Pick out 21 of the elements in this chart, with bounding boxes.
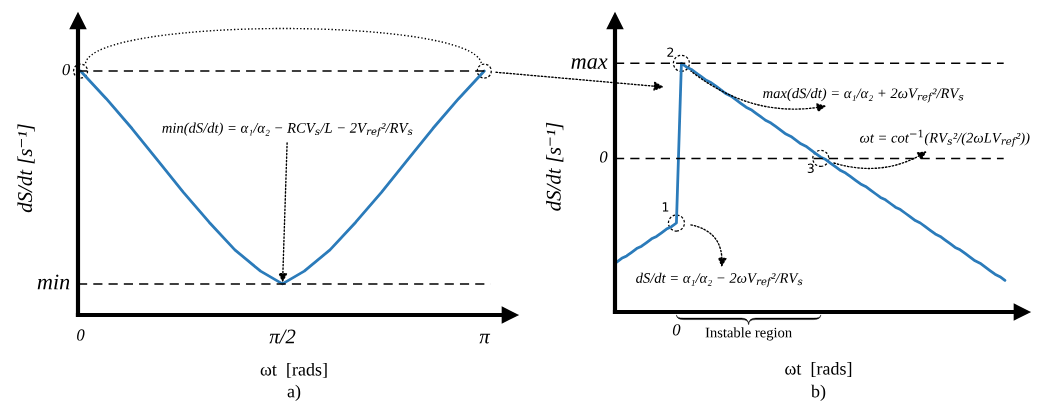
y-axis-title: dS/dt [s⁻¹]	[17, 124, 35, 213]
ref-line-label: 0	[599, 151, 608, 163]
text: a)	[287, 384, 301, 402]
annotation: max(dS/dt) = α₁/α₂ + 2ωV$_{ref}$²/RV$_{s}$	[763, 87, 964, 103]
annotation: 3	[807, 163, 814, 174]
y-axis-title: dS/dt [s⁻¹]	[546, 122, 564, 211]
annotation: 1	[662, 202, 669, 212]
x-tick-label: 0	[77, 329, 85, 341]
x-axis-title: ωt [rads]	[785, 362, 852, 377]
text: b)	[810, 384, 826, 402]
annotation: ωt = cot$^{−1}$(RV$_{s}$²/(2ωLV$_{ref}$²))	[860, 129, 1030, 147]
ref-line-label: min	[37, 274, 70, 290]
annotation: 2	[667, 47, 674, 57]
text: Instable region	[705, 327, 792, 341]
annotation: dS/dt = α₁/α₂ − 2ωV$_{ref}$²/RV$_{s}$	[636, 272, 803, 288]
ref-line-label: 0	[62, 63, 71, 76]
x-axis-title: ωt [rads]	[260, 362, 327, 378]
x-tick-label: π/2	[269, 329, 296, 344]
annotation: min(dS/dt) = α₁/α₂ − RCV$_{s}$/L − 2V$_{ref}$²/RV$_{s}$	[162, 122, 413, 138]
x-tick-label: π	[479, 333, 491, 344]
ref-line-label: max	[571, 58, 608, 69]
